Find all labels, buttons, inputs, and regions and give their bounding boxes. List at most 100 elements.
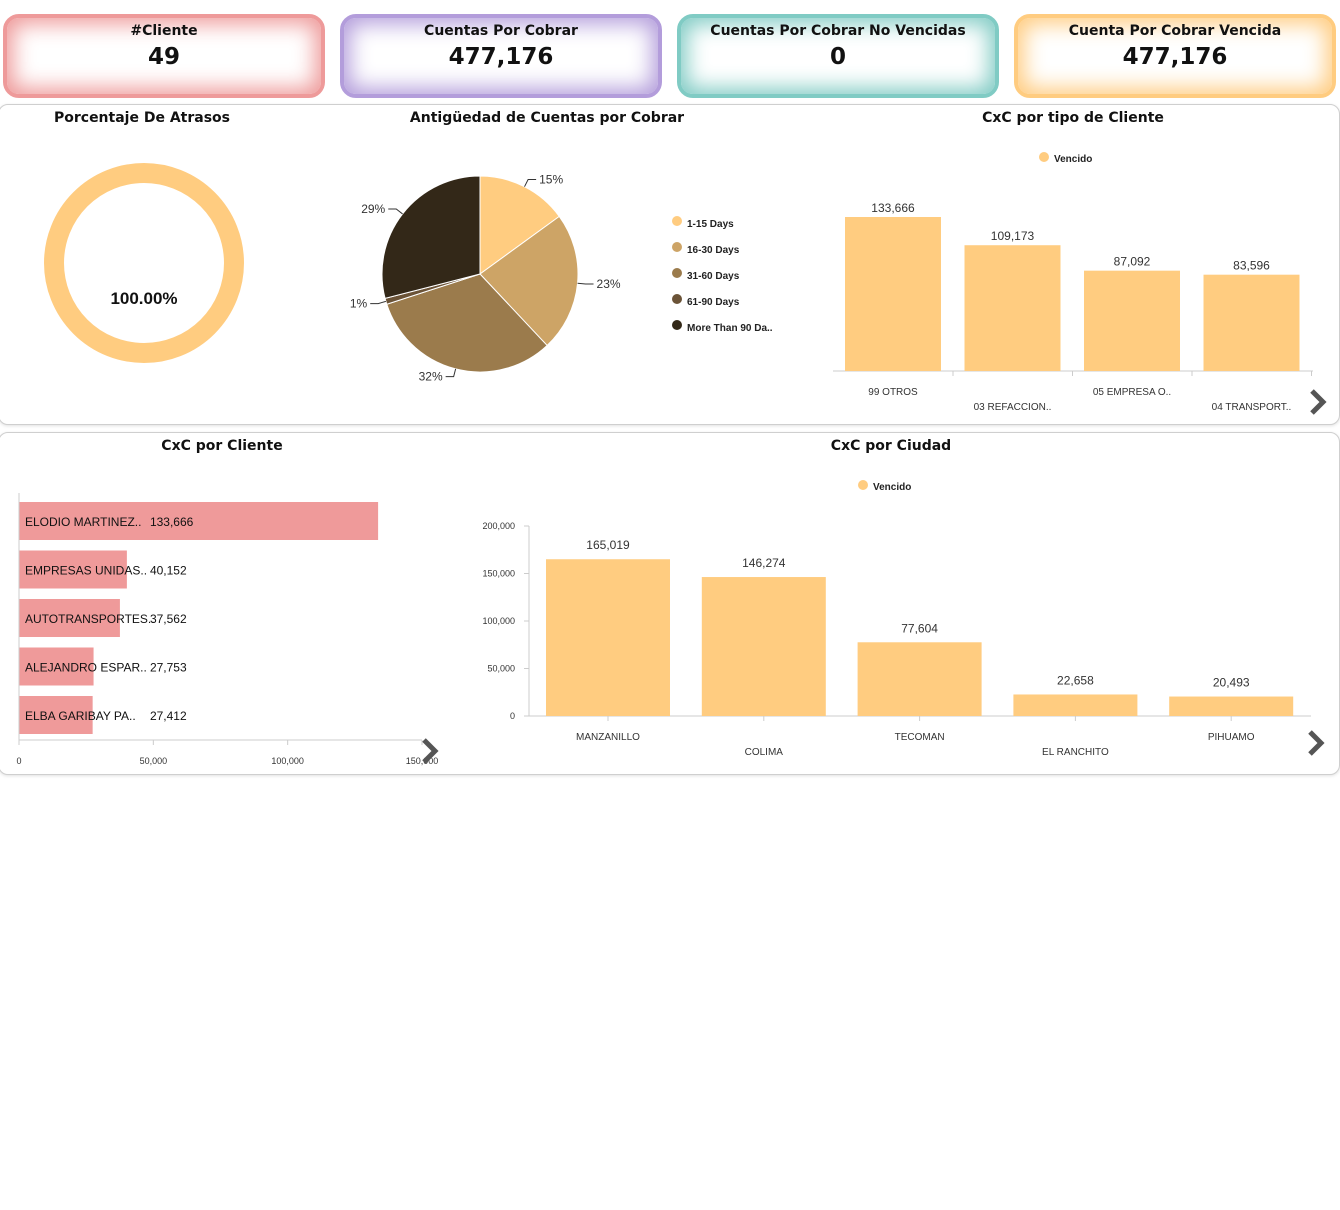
pie-legend-label: 16-30 Days — [687, 245, 740, 256]
bar-category-label: ELBA GARIBAY PA.. — [25, 709, 136, 723]
y-tick-label: 0 — [510, 711, 515, 721]
x-tick-label: PIHUAMO — [1208, 732, 1255, 743]
next-chevron-icon[interactable] — [419, 737, 441, 765]
bar-category-label: AUTOTRANSPORTES.. — [25, 612, 155, 626]
bar-value-label: 133,666 — [150, 515, 194, 529]
legend-label: Vencido — [873, 482, 911, 493]
gauge-title: Porcentaje De Atrasos — [53, 110, 230, 126]
bar — [857, 642, 982, 716]
bar-value-label: 109,173 — [991, 229, 1035, 243]
pie-legend-dot — [672, 242, 682, 252]
bar-value-label: 165,019 — [586, 538, 630, 552]
pie-legend-label: 61-90 Days — [687, 297, 740, 308]
bar-value-label: 20,493 — [1213, 676, 1250, 690]
charts-panel-top: Porcentaje De Atrasos Antigüedad de Cuen… — [0, 104, 1340, 425]
bar-value-label: 40,152 — [150, 564, 187, 578]
pie-slice-label: 15% — [539, 173, 563, 187]
pie-slice-label: 32% — [419, 370, 443, 384]
x-tick-label: 05 EMPRESA O.. — [1093, 387, 1171, 398]
x-tick-label: COLIMA — [745, 747, 784, 758]
bar — [19, 647, 94, 686]
kpi-card-cuentas-por-cobrar: Cuentas Por Cobrar 477,176 — [340, 14, 662, 98]
legend-dot — [1039, 152, 1049, 162]
pie-legend-dot — [672, 216, 682, 226]
cliente-title: CxC por Cliente — [161, 438, 283, 454]
bar-value-label: 146,274 — [742, 556, 786, 570]
y-tick-label: 200,000 — [482, 521, 515, 531]
kpi-title: #Cliente — [130, 23, 198, 39]
bar-value-label: 27,753 — [150, 661, 187, 675]
pie-legend-dot — [672, 294, 682, 304]
pie-title: Antigüedad de Cuentas por Cobrar — [409, 110, 685, 126]
kpi-value: 49 — [147, 44, 180, 70]
x-tick-label: 150,000 — [406, 756, 439, 766]
charts-panel-bottom: CxC por Cliente CxC por Ciudad ELODIO MA… — [0, 432, 1340, 775]
bar — [1169, 696, 1294, 716]
kpi-value: 477,176 — [448, 44, 554, 70]
pie-leader-line — [370, 300, 387, 305]
bar-category-label: ELODIO MARTINEZ.. — [25, 515, 141, 529]
next-chevron-icon[interactable] — [1307, 388, 1329, 416]
kpi-title: Cuentas Por Cobrar No Vencidas — [710, 23, 966, 39]
pie-slice-label: 29% — [361, 202, 385, 216]
cliente-chart: ELODIO MARTINEZ.. 133,666 EMPRESAS UNIDAS.… — [16, 493, 439, 766]
gauge-value: 100.00% — [110, 289, 177, 308]
pie-chart: 15% 23% 32% 1% 29% 1-15 Days 16-30 Days 31-60 D… — [350, 173, 773, 384]
bar-value-label: 37,562 — [150, 612, 187, 626]
pie-legend-label: 1-15 Days — [687, 219, 734, 230]
bar — [701, 577, 826, 716]
bar — [19, 696, 93, 734]
bar-value-label: 83,596 — [1233, 259, 1270, 273]
kpi-value: 477,176 — [1122, 44, 1228, 70]
tipo-cliente-title: CxC por tipo de Cliente — [982, 110, 1164, 126]
pie-legend-dot — [672, 268, 682, 278]
y-tick-label: 100,000 — [482, 616, 515, 626]
bar-value-label: 27,412 — [150, 709, 187, 723]
ciudad-chart: Vencido 0 50,000 100,000 150,000 200,000 165,0… — [482, 480, 1311, 758]
tipo-cliente-chart: Vencido 133,666 99 OTROS 109,173 03 REFACCIO… — [833, 152, 1313, 413]
pie-leader-line — [388, 208, 403, 215]
x-tick-label: 99 OTROS — [868, 387, 918, 398]
bar-value-label: 133,666 — [871, 201, 915, 215]
bar — [19, 502, 379, 540]
pie-legend-dot — [672, 320, 682, 330]
bar — [1203, 274, 1300, 371]
bar-category-label: ALEJANDRO ESPAR.. — [25, 661, 147, 675]
kpi-card-no-vencidas: Cuentas Por Cobrar No Vencidas 0 — [677, 14, 999, 98]
bar — [19, 599, 120, 637]
pie-slice-label: 1% — [350, 297, 368, 311]
pie-legend-label: 31-60 Days — [687, 271, 740, 282]
y-tick-label: 150,000 — [482, 569, 515, 579]
next-chevron-icon[interactable] — [1305, 729, 1327, 757]
bar-category-label: EMPRESAS UNIDAS.. — [25, 564, 147, 578]
pie-leader-line — [577, 282, 594, 285]
bar — [964, 245, 1061, 371]
bar — [546, 559, 670, 716]
bar-value-label: 22,658 — [1057, 673, 1094, 687]
kpi-card-clientes: #Cliente 49 — [3, 14, 325, 98]
x-tick-label: MANZANILLO — [576, 732, 640, 743]
x-tick-label: TECOMAN — [895, 732, 945, 743]
x-tick-label: 03 REFACCION.. — [974, 402, 1052, 413]
bar — [1013, 694, 1138, 716]
pie-leader-line — [445, 368, 457, 378]
gauge-ring — [44, 163, 244, 363]
kpi-title: Cuenta Por Cobrar Vencida — [1068, 23, 1282, 39]
x-tick-label: EL RANCHITO — [1042, 747, 1109, 758]
kpi-title: Cuentas Por Cobrar — [424, 23, 578, 39]
bar-value-label: 87,092 — [1114, 255, 1151, 269]
bar — [19, 550, 127, 589]
kpi-card-vencida: Cuenta Por Cobrar Vencida 477,176 — [1014, 14, 1336, 98]
bar-value-label: 77,604 — [901, 621, 938, 635]
legend-label: Vencido — [1054, 154, 1092, 165]
gauge-chart: 100.00% — [44, 163, 244, 363]
y-tick-label: 50,000 — [487, 664, 515, 674]
x-tick-label: 100,000 — [271, 756, 304, 766]
pie-legend-label: More Than 90 Da.. — [687, 323, 773, 334]
pie-leader-line — [524, 179, 537, 187]
x-tick-label: 04 TRANSPORT.. — [1212, 402, 1292, 413]
kpi-value: 0 — [829, 44, 846, 70]
x-tick-label: 50,000 — [140, 756, 168, 766]
x-tick-label: 0 — [16, 756, 21, 766]
pie-slice-label: 23% — [597, 277, 621, 291]
